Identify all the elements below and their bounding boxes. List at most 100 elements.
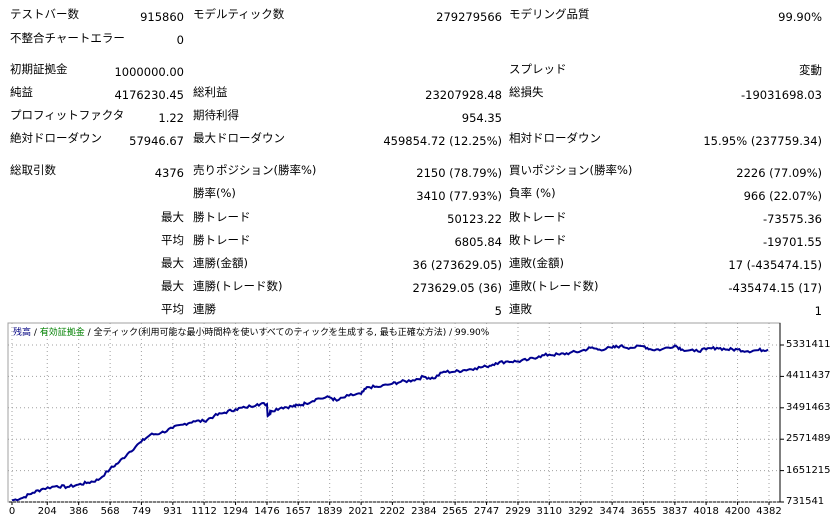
avg-consecutive-wins-value: 5 <box>494 304 502 318</box>
legend-model-description: 全ティック(利用可能な最小時間枠を使いすべてのティックを生成する, 最も正確な方… <box>93 328 447 338</box>
max-label-2: 最大 <box>161 256 184 270</box>
avg-consecutive-losses-value: 1 <box>814 304 822 318</box>
largest-loss-label: 敗トレード <box>509 210 567 224</box>
expected-payoff-label: 期待利得 <box>193 108 239 122</box>
ticks-label: モデルティック数 <box>193 7 285 21</box>
chart-x-tick-label: 2202 <box>379 506 406 517</box>
chart-x-tick-label: 4382 <box>756 506 782 517</box>
short-positions-label: 売りポジション(勝率%) <box>193 163 317 177</box>
short-positions-value: 2150 (78.79%) <box>416 166 502 180</box>
max-consecutive-wins-amount-label: 連勝(金額) <box>193 256 248 270</box>
max-consecutive-wins-amount-value: 36 (273629.05) <box>412 258 502 272</box>
chart-x-tick-label: 1657 <box>285 506 311 517</box>
net-profit-value: 4176230.45 <box>114 88 184 102</box>
chart-x-tick-label: 2384 <box>411 506 437 517</box>
chart-legend: 残高 / 有効証拠金 / 全ティック(利用可能な最小時間枠を使いすべてのティック… <box>13 328 489 339</box>
total-trades-label: 総取引数 <box>10 163 56 177</box>
max-consecutive-losses-count-label: 連敗(トレード数) <box>509 279 599 293</box>
gross-loss-label: 総損失 <box>509 85 544 99</box>
chart-x-tick-label: 4200 <box>724 506 751 517</box>
ticks-value: 279279566 <box>436 10 502 24</box>
mismatch-label: 不整合チャートエラー <box>10 31 125 45</box>
chart-x-tick-label: 1112 <box>191 506 217 517</box>
avg-label-1: 平均 <box>161 233 184 247</box>
legend-equity: 有効証拠金 <box>39 328 85 338</box>
bars-label: テストバー数 <box>10 7 79 21</box>
chart-y-tick-label: 3491463 <box>786 401 831 413</box>
max-consecutive-wins-count-label: 連勝(トレード数) <box>193 279 283 293</box>
chart-y-tick-label: 731541 <box>786 496 825 507</box>
legend-separator: / <box>31 328 40 338</box>
chart-x-tick-label: 0 <box>8 506 16 517</box>
chart-x-tick-label: 749 <box>131 506 151 517</box>
chart-x-tick-label: 386 <box>69 506 89 517</box>
long-positions-label: 買いポジション(勝率%) <box>509 163 633 177</box>
deposit-label: 初期証拠金 <box>10 62 68 76</box>
chart-x-tick-label: 3474 <box>599 506 625 517</box>
legend-balance: 残高 <box>13 328 32 338</box>
chart-x-tick-label: 1476 <box>254 506 280 517</box>
gross-loss-value: -19031698.03 <box>741 88 822 102</box>
chart-plot-area <box>7 322 781 503</box>
chart-x-tick-label: 1294 <box>222 506 249 517</box>
legend-separator: / <box>84 328 94 338</box>
max-consecutive-losses-amount-label: 連敗(金額) <box>509 256 564 270</box>
average-loss-value: -19701.55 <box>762 235 822 249</box>
max-label-1: 最大 <box>161 210 184 224</box>
gross-profit-value: 23207928.48 <box>425 88 502 102</box>
gross-profit-label: 総利益 <box>193 85 228 99</box>
chart-x-tick-label: 1839 <box>316 506 343 517</box>
loss-rate-value: 966 (22.07%) <box>743 189 822 203</box>
win-rate-label: 勝率(%) <box>193 186 236 200</box>
max-consecutive-losses-count-value: -435474.15 (17) <box>728 281 822 295</box>
chart-y-tick-label: 5331411 <box>786 339 831 350</box>
relative-drawdown-label: 相対ドローダウン <box>509 131 601 145</box>
legend-quality: 99.90% <box>455 328 490 338</box>
absolute-drawdown-label: 絶対ドローダウン <box>10 131 102 145</box>
spread-value: 変動 <box>799 63 822 77</box>
chart-x-tick-label: 568 <box>100 506 120 517</box>
chart-x-tick-label: 2565 <box>442 506 468 517</box>
avg-label-2: 平均 <box>161 302 184 316</box>
chart-x-tick-label: 204 <box>37 506 57 517</box>
average-win-label: 勝トレード <box>193 233 251 247</box>
chart-x-tick-label: 931 <box>163 506 183 517</box>
legend-separator: / <box>446 328 456 338</box>
average-loss-label: 敗トレード <box>509 233 567 247</box>
max-consecutive-wins-count-value: 273629.05 (36) <box>412 281 502 295</box>
quality-value: 99.90% <box>778 10 822 24</box>
largest-loss-value: -73575.36 <box>762 212 822 226</box>
chart-x-tick-label: 3837 <box>662 506 688 517</box>
chart-x-tick-label: 2929 <box>505 506 531 517</box>
deposit-value: 1000000.00 <box>114 65 184 79</box>
loss-rate-label: 負率 (%) <box>509 186 556 200</box>
chart-x-tick-label: 2021 <box>348 506 374 517</box>
expected-payoff-value: 954.35 <box>461 111 502 125</box>
quality-label: モデリング品質 <box>509 7 590 21</box>
chart-y-tick-label: 4411437 <box>786 370 831 382</box>
chart-x-tick-label: 3110 <box>536 506 562 517</box>
chart-y-tick-label: 2571489 <box>786 433 831 445</box>
net-profit-label: 純益 <box>10 85 33 99</box>
profit-factor-label: プロフィットファクタ <box>10 108 125 122</box>
absolute-drawdown-value: 57946.67 <box>129 134 184 148</box>
bars-value: 915860 <box>140 10 184 24</box>
total-trades-value: 4376 <box>154 166 184 180</box>
largest-win-label: 勝トレード <box>193 210 251 224</box>
max-consecutive-losses-amount-value: 17 (-435474.15) <box>728 258 822 272</box>
relative-drawdown-value: 15.95% (237759.34) <box>703 134 822 148</box>
profit-factor-value: 1.22 <box>158 111 184 125</box>
mismatch-value: 0 <box>176 33 184 47</box>
win-rate-value: 3410 (77.93%) <box>416 189 502 203</box>
chart-x-tick-label: 3655 <box>630 506 657 517</box>
chart-x-tick-label: 3292 <box>567 506 594 517</box>
avg-consecutive-wins-label: 連勝 <box>193 302 216 316</box>
max-drawdown-label: 最大ドローダウン <box>193 131 285 145</box>
max-label-3: 最大 <box>161 279 184 293</box>
chart-y-tick-label: 1651215 <box>786 464 831 476</box>
spread-label: スプレッド <box>509 62 567 76</box>
average-win-value: 6805.84 <box>454 235 502 249</box>
chart-x-tick-label: 4018 <box>693 506 719 517</box>
avg-consecutive-losses-label: 連敗 <box>509 302 532 316</box>
